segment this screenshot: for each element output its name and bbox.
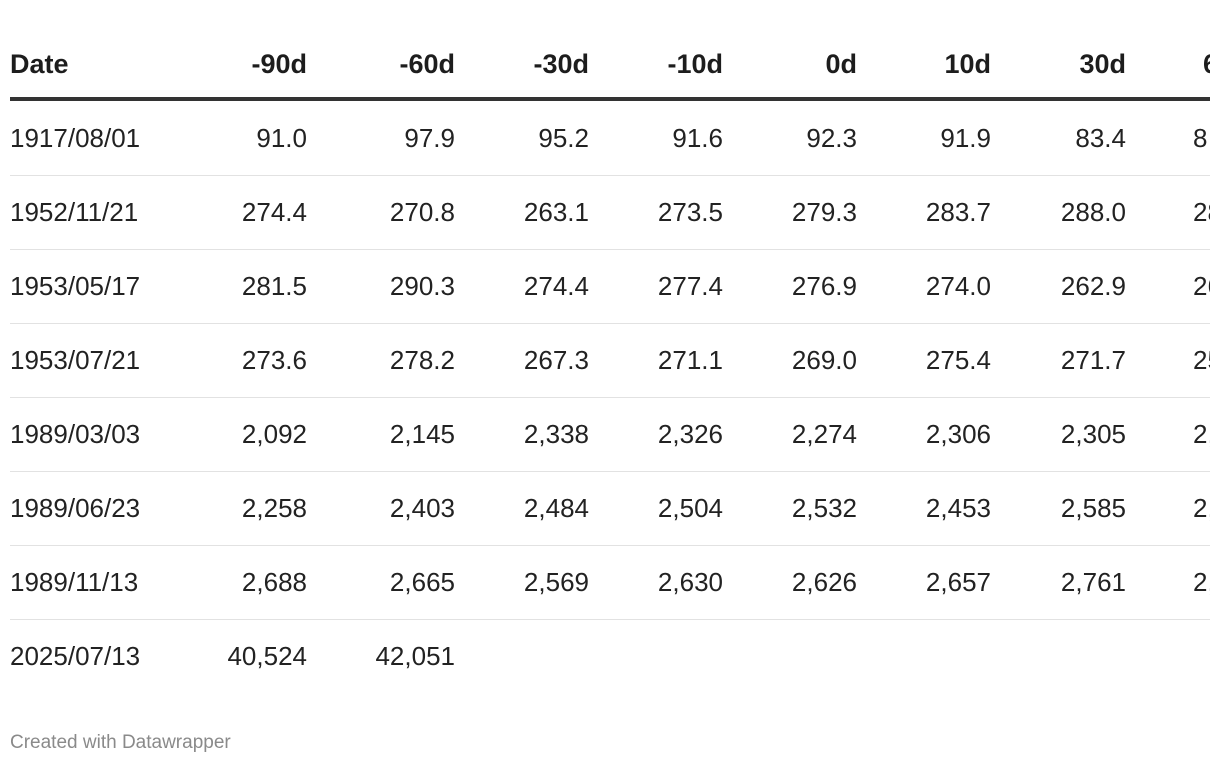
row-date: 1953/07/21 bbox=[10, 345, 141, 375]
row-divider bbox=[10, 471, 1210, 472]
cell-value: 2,403 bbox=[389, 493, 455, 523]
column-header: -90d bbox=[251, 49, 307, 79]
cell-value: 91.6 bbox=[672, 123, 723, 153]
column-header: 10d bbox=[944, 49, 991, 79]
column-header: 30d bbox=[1079, 49, 1126, 79]
cell-value: 267.3 bbox=[523, 345, 589, 375]
cell-value: 2,326 bbox=[657, 419, 723, 449]
cell-value: 274.4 bbox=[241, 197, 307, 227]
column-header: 0d bbox=[825, 49, 857, 79]
cell-value: 274.4 bbox=[523, 271, 589, 301]
cell-value: 2,453 bbox=[925, 493, 991, 523]
cell-value: 28 bbox=[1193, 197, 1210, 227]
cell-value: 95.2 bbox=[538, 123, 589, 153]
cell-value: 42,051 bbox=[375, 641, 455, 671]
cell-value: 2, bbox=[1193, 567, 1210, 597]
cell-value: 2,305 bbox=[1060, 419, 1126, 449]
cell-value: 288.0 bbox=[1060, 197, 1126, 227]
cell-value: 2,532 bbox=[791, 493, 857, 523]
cell-value: 2,338 bbox=[523, 419, 589, 449]
row-divider bbox=[10, 397, 1210, 398]
cell-value: 2,630 bbox=[657, 567, 723, 597]
cell-value: 2,585 bbox=[1060, 493, 1126, 523]
cell-value: 279.3 bbox=[791, 197, 857, 227]
row-date: 1989/03/03 bbox=[10, 419, 141, 449]
table: Date -90d -60d -30d -10d 0d 10d 30d 6 1917/08/01 9… bbox=[10, 44, 1210, 671]
cell-value: 262.9 bbox=[1060, 271, 1126, 301]
cell-value: 277.4 bbox=[657, 271, 723, 301]
cell-value: 2,504 bbox=[657, 493, 723, 523]
cell-value: 91.0 bbox=[256, 123, 307, 153]
cell-value: 283.7 bbox=[925, 197, 991, 227]
column-header: -10d bbox=[667, 49, 723, 79]
row-divider bbox=[10, 619, 1210, 620]
column-header: Date bbox=[10, 49, 69, 79]
cell-value: 2,258 bbox=[241, 493, 307, 523]
row-date: 1989/11/13 bbox=[10, 567, 139, 597]
cell-value: 276.9 bbox=[791, 271, 857, 301]
cell-value: 97.9 bbox=[404, 123, 455, 153]
footer-credit: Created with Datawrapper bbox=[10, 732, 231, 753]
cell-value: 26 bbox=[1193, 271, 1210, 301]
row-date: 1989/06/23 bbox=[10, 493, 141, 523]
cell-value: 2,274 bbox=[791, 419, 857, 449]
cell-value: 2,761 bbox=[1060, 567, 1126, 597]
cell-value: 2,657 bbox=[925, 567, 991, 597]
row-divider bbox=[10, 323, 1210, 324]
cell-value: 278.2 bbox=[389, 345, 455, 375]
cell-value: 2,484 bbox=[523, 493, 589, 523]
cell-value: 290.3 bbox=[389, 271, 455, 301]
column-header: -30d bbox=[533, 49, 589, 79]
cell-value: 271.7 bbox=[1060, 345, 1126, 375]
row-date: 1917/08/01 bbox=[10, 123, 141, 153]
cell-value: 281.5 bbox=[241, 271, 307, 301]
cell-value: 2,092 bbox=[241, 419, 307, 449]
cell-value: 2, bbox=[1193, 493, 1210, 523]
cell-value: 8 bbox=[1193, 123, 1208, 153]
cell-value: 92.3 bbox=[806, 123, 857, 153]
row-date: 1953/05/17 bbox=[10, 271, 141, 301]
cell-value: 2,145 bbox=[389, 419, 455, 449]
row-divider bbox=[10, 545, 1210, 546]
column-header: -60d bbox=[399, 49, 455, 79]
cell-value: 2,688 bbox=[241, 567, 307, 597]
cell-value: 25 bbox=[1193, 345, 1210, 375]
row-date: 2025/07/13 bbox=[10, 641, 141, 671]
cell-value: 271.1 bbox=[657, 345, 723, 375]
cell-value: 2, bbox=[1193, 419, 1210, 449]
cell-value: 263.1 bbox=[523, 197, 589, 227]
cell-value: 273.6 bbox=[241, 345, 307, 375]
cell-value: 40,524 bbox=[227, 641, 307, 671]
row-divider bbox=[10, 249, 1210, 250]
column-header: 6 bbox=[1203, 44, 1210, 84]
cell-value: 91.9 bbox=[940, 123, 991, 153]
cell-value: 273.5 bbox=[657, 197, 723, 227]
cell-value: 2,306 bbox=[925, 419, 991, 449]
cell-value: 2,569 bbox=[523, 567, 589, 597]
row-divider bbox=[10, 175, 1210, 176]
cell-value: 270.8 bbox=[389, 197, 455, 227]
cell-value: 269.0 bbox=[791, 345, 857, 375]
header-rule bbox=[10, 97, 1210, 101]
cell-value: 274.0 bbox=[925, 271, 991, 301]
row-date: 1952/11/21 bbox=[10, 197, 139, 227]
cell-value: 83.4 bbox=[1075, 123, 1126, 153]
cell-value: 2,665 bbox=[389, 567, 455, 597]
cell-value: 275.4 bbox=[925, 345, 991, 375]
cell-value: 2,626 bbox=[791, 567, 857, 597]
